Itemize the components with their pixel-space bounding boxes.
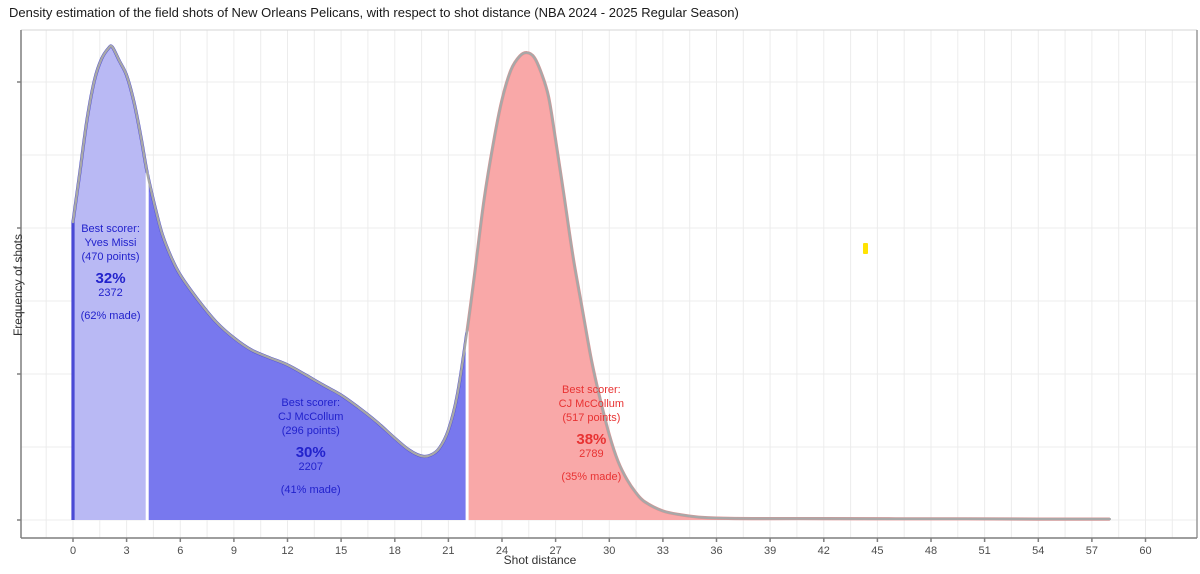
- annotation-line: (517 points): [562, 412, 621, 424]
- annotation-line: Best scorer:: [281, 397, 341, 409]
- x-axis-tick-label: 57: [1086, 545, 1098, 557]
- x-axis-tick-label: 12: [281, 545, 293, 557]
- annotation-line: Best scorer:: [81, 223, 140, 235]
- density-line: [71, 44, 1111, 521]
- x-axis-tick-label: 3: [124, 545, 130, 557]
- annotation-percentage: 32%: [95, 270, 126, 287]
- region-annotation-1: Best scorer: Yves Missi (470 points) 32% 237…: [36, 222, 186, 323]
- annotation-line: (296 points): [281, 425, 340, 437]
- annotation-made-pct: (62% made): [80, 310, 141, 322]
- annotation-line: Yves Missi: [84, 237, 137, 249]
- density-region-fill-3: [467, 52, 1110, 521]
- x-axis-tick-label: 45: [871, 545, 883, 557]
- x-axis-tick-label: 42: [818, 545, 830, 557]
- x-axis-tick-label: 48: [925, 545, 937, 557]
- x-axis-tick-label: 21: [442, 545, 454, 557]
- x-axis-tick-label: 51: [978, 545, 990, 557]
- annotation-count: 2789: [579, 448, 604, 460]
- x-axis-tick-label: 24: [496, 545, 508, 557]
- x-axis-tick-label: 36: [710, 545, 722, 557]
- annotation-line: (470 points): [81, 251, 140, 263]
- region-annotation-2: Best scorer: CJ McCollum (296 points) 30% 22…: [236, 396, 386, 497]
- x-axis-tick-label: 27: [549, 545, 561, 557]
- x-axis-tick-label: 30: [603, 545, 615, 557]
- y-axis-label: Frequency of shots: [11, 233, 25, 337]
- annotation-percentage: 38%: [576, 431, 607, 448]
- chart-title: Density estimation of the field shots of…: [9, 5, 739, 20]
- x-axis-tick-label: 9: [231, 545, 237, 557]
- x-axis-label: Shot distance: [503, 553, 577, 567]
- annotation-made-pct: (41% made): [280, 484, 341, 496]
- annotation-count: 2207: [298, 461, 323, 473]
- annotation-line: CJ McCollum: [558, 398, 625, 410]
- x-axis-tick-label: 15: [335, 545, 347, 557]
- annotation-percentage: 30%: [295, 444, 326, 461]
- x-axis-tick-label: 54: [1032, 545, 1044, 557]
- density-region-fill-1: [73, 45, 148, 521]
- region-annotation-3: Best scorer: CJ McCollum (517 points) 38% 27…: [516, 383, 666, 484]
- x-axis-tick-label: 6: [177, 545, 183, 557]
- annotation-count: 2372: [98, 287, 123, 299]
- x-axis-tick-label: 33: [657, 545, 669, 557]
- annotation-line: Best scorer:: [562, 384, 621, 396]
- x-axis-tick-label: 60: [1139, 545, 1151, 557]
- annotation-made-pct: (35% made): [561, 471, 622, 483]
- yellow-marker: [863, 243, 868, 254]
- x-axis-tick-label: 18: [389, 545, 401, 557]
- x-axis-tick-label: 0: [70, 545, 76, 557]
- annotation-line: CJ McCollum: [278, 411, 344, 423]
- x-axis-tick-label: 39: [764, 545, 776, 557]
